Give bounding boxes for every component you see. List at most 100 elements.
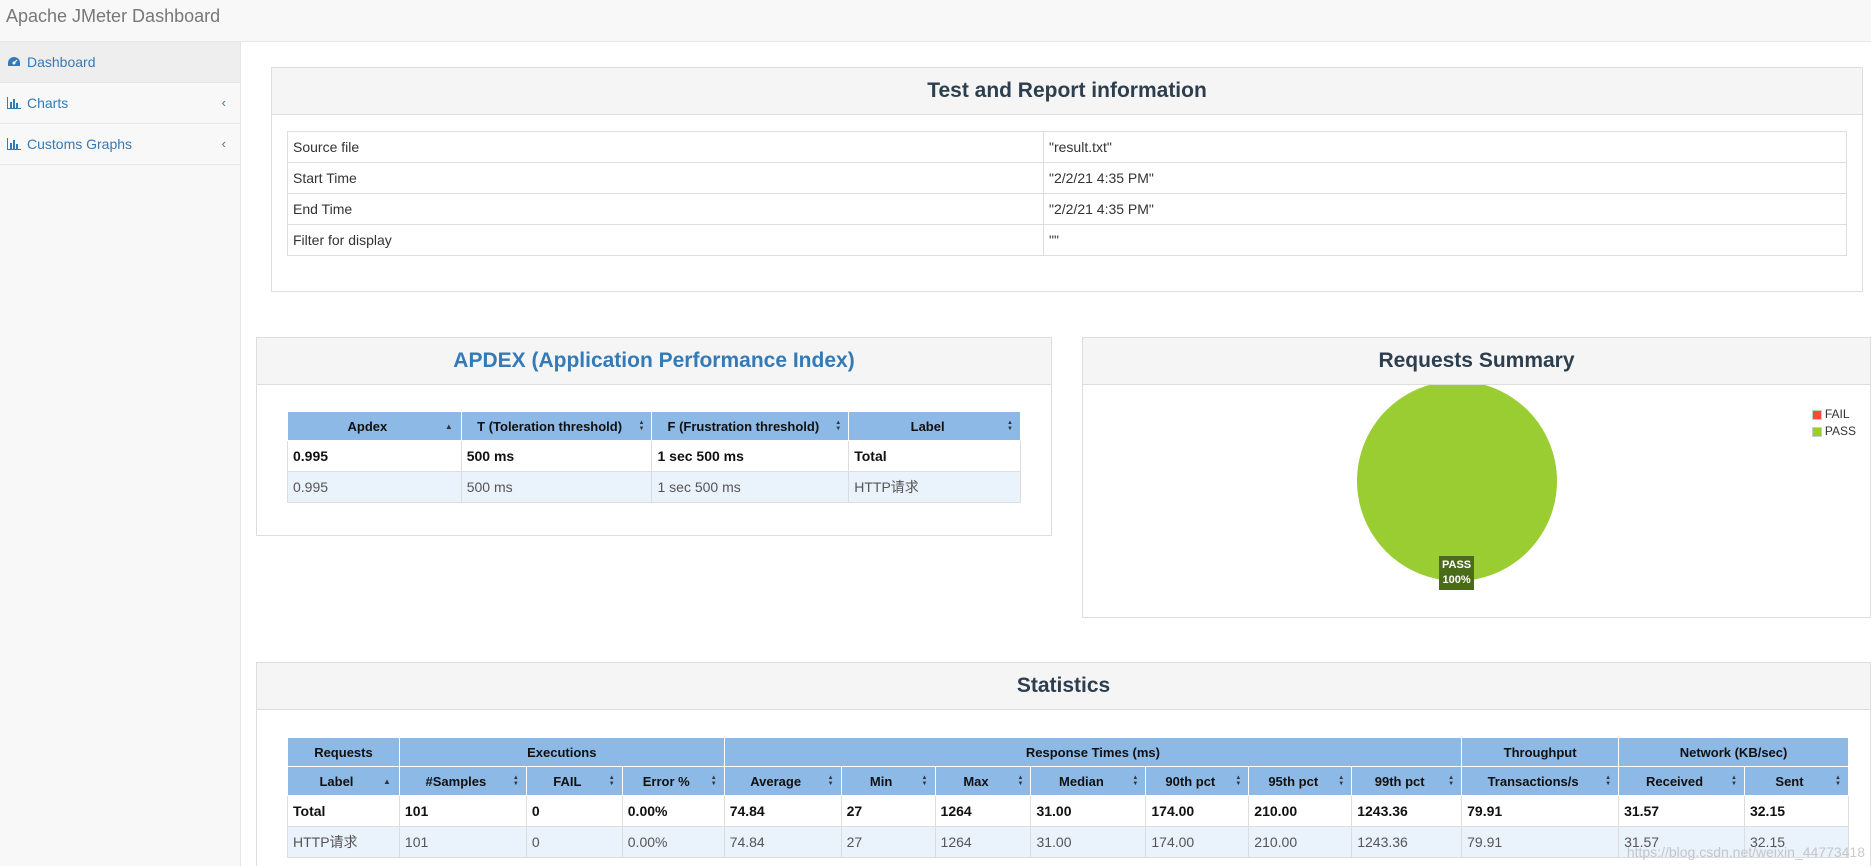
table-cell: 31.57 xyxy=(1618,826,1745,858)
apdex-table: Apdex T (Toleration threshold) F (Frustr… xyxy=(287,411,1021,503)
report-info-table: Source file "result.txt" Start Time "2/2… xyxy=(287,131,1847,256)
column-header-received[interactable]: Received xyxy=(1618,766,1745,796)
table-cell: 74.84 xyxy=(723,795,842,827)
table-cell: 1243.36 xyxy=(1351,826,1463,858)
statistics-title: Statistics xyxy=(257,663,1870,710)
table-row: Source file "result.txt" xyxy=(287,131,1847,163)
column-header-max[interactable]: Max xyxy=(934,766,1032,796)
bar-chart-icon xyxy=(7,138,21,150)
sidebar-item-charts[interactable]: Charts ‹ xyxy=(0,83,240,124)
column-header-min[interactable]: Min xyxy=(840,766,936,796)
sidebar-item-customs-graphs[interactable]: Customs Graphs ‹ xyxy=(0,124,240,165)
sidebar: Dashboard Charts ‹ Customs Graphs ‹ xyxy=(0,42,241,866)
table-cell: 174.00 xyxy=(1145,826,1250,858)
table-cell: 79.91 xyxy=(1461,795,1620,827)
info-value: "" xyxy=(1043,224,1847,256)
table-row: 0.995 500 ms 1 sec 500 ms Total xyxy=(287,440,1021,472)
column-header-label[interactable]: Label xyxy=(287,766,400,796)
table-cell: 27 xyxy=(840,826,936,858)
table-cell: HTTP请求 xyxy=(848,471,1021,503)
sidebar-item-dashboard[interactable]: Dashboard xyxy=(0,42,240,83)
table-cell: 31.00 xyxy=(1030,795,1147,827)
table-cell: 101 xyxy=(398,826,527,858)
table-cell: 174.00 xyxy=(1145,795,1250,827)
column-header-label[interactable]: Label xyxy=(848,411,1021,441)
table-cell: 1264 xyxy=(934,795,1032,827)
sidebar-item-label: Customs Graphs xyxy=(27,136,133,152)
table-header-row: Label #Samples FAIL Error % Average Min … xyxy=(287,766,1850,796)
info-value: "2/2/21 4:35 PM" xyxy=(1043,193,1847,225)
column-header-99th-pct[interactable]: 99th pct xyxy=(1351,766,1463,796)
column-header-frustration[interactable]: F (Frustration threshold) xyxy=(651,411,850,441)
table-cell: 79.91 xyxy=(1461,826,1620,858)
table-cell: 27 xyxy=(840,795,936,827)
pie-label-name: PASS xyxy=(1442,559,1472,571)
legend-label: PASS xyxy=(1824,424,1856,438)
column-header-apdex[interactable]: Apdex xyxy=(287,411,462,441)
column-header-fail[interactable]: FAIL xyxy=(525,766,623,796)
table-cell: 0.995 xyxy=(287,440,462,472)
pie-slice-label: PASS 100% xyxy=(1439,556,1475,590)
table-row: HTTP请求 101 0 0.00% 74.84 27 1264 31.00 1… xyxy=(287,826,1850,858)
table-row: Filter for display "" xyxy=(287,224,1847,256)
column-header-toleration[interactable]: T (Toleration threshold) xyxy=(460,411,653,441)
apdex-title[interactable]: APDEX (Application Performance Index) xyxy=(257,338,1051,385)
legend-item-pass[interactable]: PASS xyxy=(1811,423,1856,440)
info-value: "2/2/21 4:35 PM" xyxy=(1043,162,1847,194)
pie-slice-pass[interactable] xyxy=(1357,385,1557,581)
column-header-90th-pct[interactable]: 90th pct xyxy=(1145,766,1250,796)
dashboard-icon xyxy=(8,57,20,66)
sidebar-item-label: Dashboard xyxy=(27,54,96,70)
column-header-median[interactable]: Median xyxy=(1030,766,1147,796)
app-title[interactable]: Apache JMeter Dashboard xyxy=(6,6,221,26)
table-cell: 500 ms xyxy=(460,440,653,472)
table-cell: 1264 xyxy=(934,826,1032,858)
column-header-95th-pct[interactable]: 95th pct xyxy=(1248,766,1353,796)
chart-legend: FAIL PASS xyxy=(1811,406,1856,440)
table-cell: 1 sec 500 ms xyxy=(651,440,850,472)
group-header-requests: Requests xyxy=(287,737,400,767)
requests-pie-chart xyxy=(1357,385,1557,581)
table-cell: 1 sec 500 ms xyxy=(651,471,850,503)
table-row: Start Time "2/2/21 4:35 PM" xyxy=(287,162,1847,194)
table-cell: 32.15 xyxy=(1743,795,1850,827)
table-cell: 0 xyxy=(525,826,623,858)
info-value: "result.txt" xyxy=(1043,131,1847,163)
table-cell: 74.84 xyxy=(723,826,842,858)
info-key: End Time xyxy=(287,193,1044,225)
pie-label-percent: 100% xyxy=(1442,574,1471,586)
legend-item-fail[interactable]: FAIL xyxy=(1811,406,1856,423)
column-header-error-pct[interactable]: Error % xyxy=(621,766,725,796)
requests-summary-title: Requests Summary xyxy=(1083,338,1870,385)
report-info-title: Test and Report information xyxy=(272,68,1862,115)
info-key: Source file xyxy=(287,131,1044,163)
fail-swatch-icon xyxy=(1811,409,1822,420)
sidebar-item-label: Charts xyxy=(27,95,69,111)
group-header-executions: Executions xyxy=(398,737,725,767)
bar-chart-icon xyxy=(7,97,21,109)
report-info-panel: Test and Report information Source file … xyxy=(271,67,1863,292)
column-header-sent[interactable]: Sent xyxy=(1743,766,1850,796)
group-header-throughput: Throughput xyxy=(1461,737,1620,767)
column-header-average[interactable]: Average xyxy=(723,766,842,796)
table-cell: 210.00 xyxy=(1248,826,1353,858)
column-header-samples[interactable]: #Samples xyxy=(398,766,527,796)
legend-label: FAIL xyxy=(1824,407,1850,421)
table-cell: 0.00% xyxy=(621,826,725,858)
watermark: https://blog.csdn.net/weixin_44773418 xyxy=(1626,844,1865,860)
chevron-left-icon[interactable]: ‹ xyxy=(221,136,226,151)
group-header-network: Network (KB/sec) xyxy=(1618,737,1849,767)
info-key: Filter for display xyxy=(287,224,1044,256)
top-navbar: Apache JMeter Dashboard xyxy=(0,0,1871,42)
column-header-transactions[interactable]: Transactions/s xyxy=(1461,766,1620,796)
table-row: 0.995 500 ms 1 sec 500 ms HTTP请求 xyxy=(287,471,1021,503)
table-cell: 32.15 xyxy=(1743,826,1850,858)
table-cell: 0.995 xyxy=(287,471,462,503)
table-cell: 31.57 xyxy=(1618,795,1745,827)
table-cell: Total xyxy=(287,795,400,827)
table-cell: 0.00% xyxy=(621,795,725,827)
table-cell: 1243.36 xyxy=(1351,795,1463,827)
table-cell: 31.00 xyxy=(1030,826,1147,858)
chevron-left-icon[interactable]: ‹ xyxy=(221,95,226,110)
requests-summary-panel: Requests Summary PASS 100% FAIL PASS xyxy=(1082,337,1871,618)
